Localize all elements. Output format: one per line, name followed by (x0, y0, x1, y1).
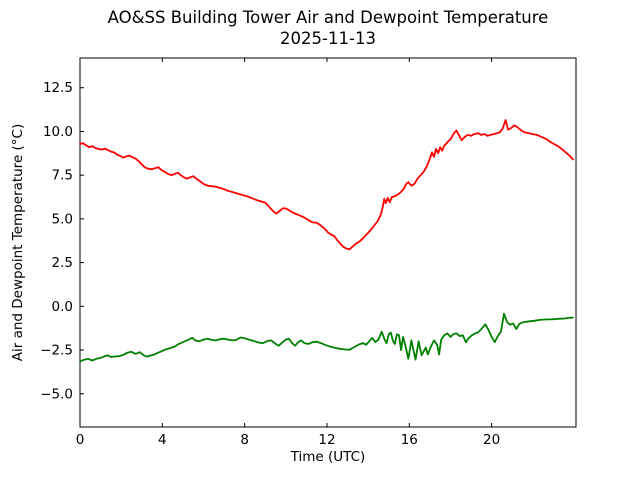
dewpoint-temperature-line (79, 312, 574, 363)
chart-subtitle: 2025-11-13 (280, 29, 376, 48)
chart-title: AO&SS Building Tower Air and Dewpoint Te… (108, 8, 549, 27)
x-axis-label: Time (UTC) (290, 449, 366, 465)
y-tick-label: −2.5 (40, 343, 73, 359)
y-tick-label: 5.0 (52, 211, 73, 227)
x-tick-label: 20 (483, 432, 500, 448)
y-tick-label: 2.5 (52, 255, 73, 271)
x-tick-label: 12 (318, 432, 335, 448)
x-tick-label: 8 (240, 432, 249, 448)
x-tick-label: 4 (158, 432, 167, 448)
y-tick-label: 12.5 (43, 80, 73, 96)
y-tick-label: 10.0 (43, 124, 73, 140)
y-tick-label: −5.0 (40, 386, 73, 402)
y-tick-label: 0.0 (52, 299, 73, 315)
plot-area: 0 4 8 12 16 20 12.5 10.0 7.5 5.0 2.5 0.0 −2.5 −5.0 (40, 58, 574, 448)
y-tick-label: 7.5 (52, 168, 73, 184)
x-tick-label: 0 (76, 432, 85, 448)
x-tick-label: 16 (401, 432, 418, 448)
plot-border (79, 57, 577, 428)
air-temperature-line (79, 119, 574, 251)
y-axis-label: Air and Dewpoint Temperature (°C) (10, 124, 26, 362)
